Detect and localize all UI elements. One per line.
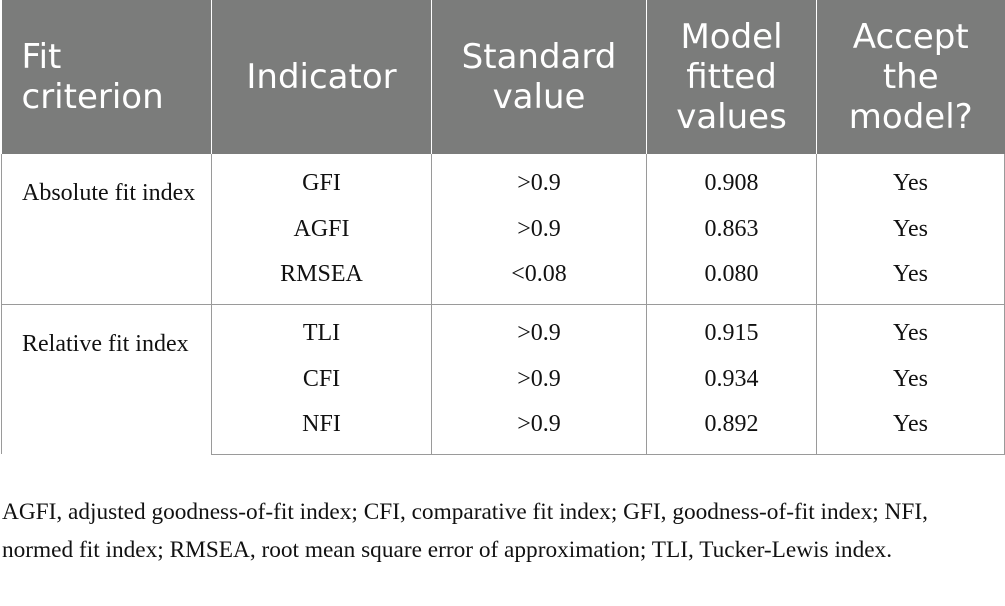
criterion-cell-relative: Relative fit index <box>1 303 212 454</box>
accept-cell: Yes <box>816 154 1005 204</box>
fitted-value-cell: 0.915 <box>646 303 817 354</box>
table-row: Relative fit index TLI >0.9 0.915 Yes <box>1 303 1005 454</box>
fitted-value-cell: 0.863 <box>646 204 817 254</box>
accept-cell: Yes <box>816 404 1005 455</box>
standard-value-cell: >0.9 <box>431 354 647 404</box>
accept-cell: Yes <box>816 303 1005 354</box>
header-standard-value: Standard value <box>431 0 647 154</box>
standard-value-cell: >0.9 <box>431 154 647 204</box>
indicator-cell: RMSEA <box>211 254 432 304</box>
table-row: Absolute fit index GFI >0.9 0.908 Yes <box>1 154 1005 304</box>
standard-value-cell: >0.9 <box>431 204 647 254</box>
indicator-cell: NFI <box>211 404 432 455</box>
table-footnote: AGFI, adjusted goodness-of-fit index; CF… <box>2 499 928 563</box>
header-accept-model: Accept the model? <box>816 0 1005 154</box>
header-fit-criterion: Fit criterion <box>1 0 212 154</box>
indicator-cell: TLI <box>211 303 432 354</box>
table-row: NFI >0.9 0.892 Yes <box>2 404 1005 455</box>
standard-value-cell: >0.9 <box>431 303 647 354</box>
table-header: Fit criterion Indicator Standard value M… <box>1 0 1005 154</box>
header-row: Fit criterion Indicator Standard value M… <box>1 0 1005 154</box>
fit-indices-table-container: Fit criterion Indicator Standard value M… <box>1 0 1005 455</box>
table-row: CFI >0.9 0.934 Yes <box>2 354 1005 404</box>
indicator-cell: CFI <box>211 354 432 404</box>
accept-cell: Yes <box>816 204 1005 254</box>
fitted-value-cell: 0.892 <box>646 404 817 455</box>
fitted-value-cell: 0.908 <box>646 154 817 204</box>
fit-indices-table: Fit criterion Indicator Standard value M… <box>1 0 1005 455</box>
accept-cell: Yes <box>816 254 1005 304</box>
indicator-cell: GFI <box>211 154 432 204</box>
header-indicator: Indicator <box>211 0 432 154</box>
header-model-fitted-values: Model fitted values <box>646 0 817 154</box>
indicator-cell: AGFI <box>211 204 432 254</box>
fitted-value-cell: 0.080 <box>646 254 817 304</box>
table-row: RMSEA <0.08 0.080 Yes <box>2 254 1005 304</box>
table-row: AGFI >0.9 0.863 Yes <box>2 204 1005 254</box>
standard-value-cell: <0.08 <box>431 254 647 304</box>
accept-cell: Yes <box>816 354 1005 404</box>
table-body: Absolute fit index GFI >0.9 0.908 Yes AG… <box>1 154 1005 455</box>
criterion-cell-absolute: Absolute fit index <box>1 154 212 304</box>
standard-value-cell: >0.9 <box>431 404 647 455</box>
fitted-value-cell: 0.934 <box>646 354 817 404</box>
